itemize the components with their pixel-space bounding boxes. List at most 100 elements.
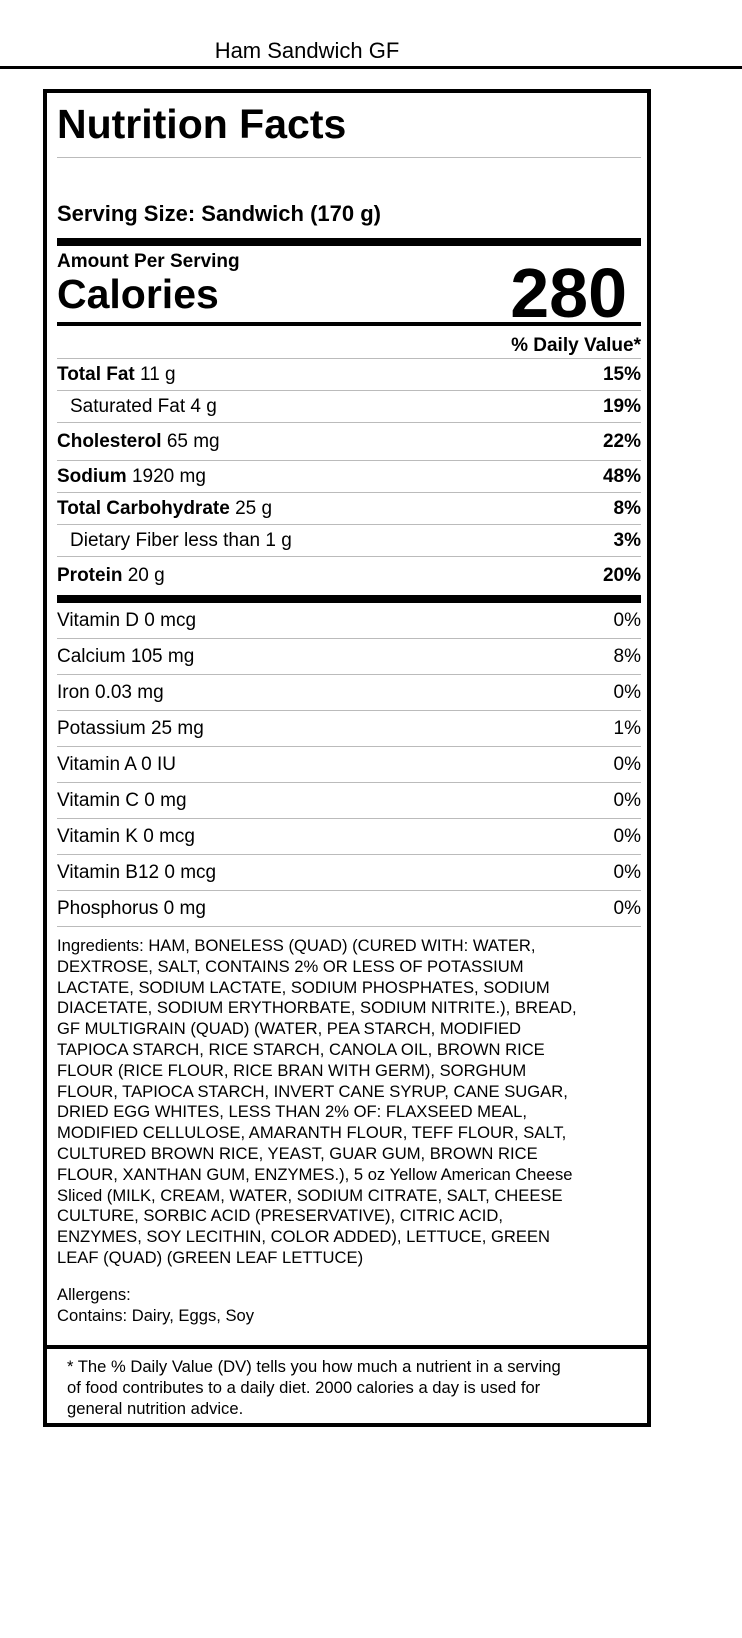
nutrient-dv: 19%	[602, 395, 641, 417]
ingredients-line: FLOUR (RICE FLOUR, RICE BRAN WITH GERM),…	[57, 1060, 527, 1080]
divider	[57, 358, 641, 359]
nutrient-dv: 8%	[613, 497, 641, 519]
vitamin-label: Vitamin B12 0 mcg	[57, 861, 217, 883]
calories-value: 280	[510, 254, 627, 332]
nutrient-name: Cholesterol	[57, 430, 162, 452]
nutrient-dv: 3%	[613, 529, 641, 551]
vitamin-row: Vitamin K 0 mcg 0%	[57, 819, 641, 855]
nutrient-amount: 1920 mg	[131, 465, 206, 487]
amount-per-serving: Amount Per Serving	[57, 251, 240, 272]
nutrient-name: Protein	[57, 564, 123, 586]
nutrient-amount: 11 g	[140, 363, 176, 385]
ingredients-line: ENZYMES, SOY LECITHIN, COLOR ADDED), LET…	[57, 1227, 550, 1247]
vitamin-row: Vitamin C 0 mg 0%	[57, 783, 641, 819]
nutrient-name: Total Fat	[57, 363, 135, 385]
ingredients-line: LACTATE, SODIUM LACTATE, SODIUM PHOSPHAT…	[57, 977, 550, 997]
ingredients-line: CULTURED BROWN RICE, YEAST, GUAR GUM, BR…	[57, 1143, 538, 1163]
nutrient-row: Protein 20 g 20%	[57, 557, 641, 594]
allergens-label: Allergens:	[57, 1285, 131, 1304]
vitamin-row: Vitamin A 0 IU 0%	[57, 747, 641, 783]
vitamin-dv: 0%	[613, 789, 641, 811]
nutrient-amount: 20 g	[127, 564, 165, 586]
nutrient-amount: 25 g	[235, 497, 273, 519]
vitamin-label: Phosphorus 0 mg	[57, 897, 206, 919]
vitamin-row: Calcium 105 mg 8%	[57, 639, 641, 675]
ingredients-line: TAPIOCA STARCH, RICE STARCH, CANOLA OIL,…	[57, 1039, 545, 1059]
ingredients-line: CULTURE, SORBIC ACID (PRESERVATIVE), CIT…	[57, 1206, 503, 1226]
title-divider	[0, 66, 742, 69]
vitamin-dv: 8%	[613, 645, 641, 667]
divider	[57, 157, 641, 158]
nutrient-name: Total Carbohydrate	[57, 497, 230, 519]
ingredients-line: GF MULTIGRAIN (QUAD) (WATER, PEA STARCH,…	[57, 1019, 522, 1039]
nutrient-dv: 22%	[602, 430, 641, 452]
vitamin-dv: 0%	[613, 897, 641, 919]
vitamin-row: Vitamin B12 0 mcg 0%	[57, 855, 641, 891]
vitamin-label: Vitamin A 0 IU	[57, 753, 176, 775]
vitamin-row: Iron 0.03 mg 0%	[57, 675, 641, 711]
vitamin-label: Calcium 105 mg	[57, 645, 195, 667]
ingredients-line: DRIED EGG WHITES, LESS THAN 2% OF: FLAXS…	[57, 1102, 527, 1122]
vitamin-dv: 0%	[613, 681, 641, 703]
thick-divider	[57, 595, 641, 603]
ingredients: Ingredients: HAM, BONELESS (QUAD) (CURED…	[57, 936, 641, 1269]
nutrient-name: Sodium	[57, 465, 127, 487]
nutrient-amount: less than 1 g	[184, 529, 292, 551]
vitamin-row: Potassium 25 mg 1%	[57, 711, 641, 747]
ingredients-line: DEXTROSE, SALT, CONTAINS 2% OR LESS OF P…	[57, 956, 524, 976]
nutrient-list: Total Fat 11 g 15% Saturated Fat 4 g 19% Cho…	[57, 359, 641, 594]
nutrient-row: Saturated Fat 4 g 19%	[57, 391, 641, 423]
nutrient-name: Dietary Fiber	[70, 529, 179, 551]
vitamin-dv: 0%	[613, 609, 641, 631]
daily-value-header: % Daily Value*	[511, 335, 641, 356]
nutrient-amount: 4 g	[190, 395, 217, 417]
nutrition-facts-label: Nutrition Facts Serving Size: Sandwich (…	[43, 89, 651, 1427]
nutrient-row: Cholesterol 65 mg 22%	[57, 423, 641, 461]
ingredients-line: Sliced (MILK, CREAM, WATER, SODIUM CITRA…	[57, 1185, 563, 1205]
thick-divider	[57, 238, 641, 246]
nutrient-label: Cholesterol 65 mg	[57, 431, 220, 453]
nutrient-label: Total Fat 11 g	[57, 364, 176, 386]
nutrient-label: Total Carbohydrate 25 g	[57, 498, 272, 520]
ingredients-line: Ingredients: HAM, BONELESS (QUAD) (CURED…	[57, 936, 536, 955]
footnote-line: general nutrition advice.	[67, 1399, 244, 1418]
vitamin-label: Vitamin K 0 mcg	[57, 825, 195, 847]
footnote: * The % Daily Value (DV) tells you how m…	[67, 1356, 561, 1419]
footnote-divider	[43, 1345, 651, 1349]
vitamin-row: Phosphorus 0 mg 0%	[57, 891, 641, 927]
vitamin-dv: 0%	[613, 825, 641, 847]
vitamin-label: Vitamin C 0 mg	[57, 789, 187, 811]
nutrient-name: Saturated Fat	[70, 395, 186, 417]
nutrient-row: Sodium 1920 mg 48%	[57, 461, 641, 493]
vitamin-label: Vitamin D 0 mcg	[57, 609, 197, 631]
vitamin-dv: 0%	[613, 861, 641, 883]
footnote-line: of food contributes to a daily diet. 200…	[67, 1378, 541, 1397]
product-title: Ham Sandwich GF	[214, 38, 400, 63]
nutrient-label: Sodium 1920 mg	[57, 466, 206, 488]
nutrient-label: Dietary Fiber less than 1 g	[57, 530, 292, 552]
nutrient-dv: 15%	[602, 363, 641, 385]
nutrient-label: Protein 20 g	[57, 565, 165, 587]
allergens: Contains: Dairy, Eggs, Soy	[57, 1306, 255, 1325]
nutrient-dv: 48%	[602, 465, 641, 487]
vitamin-row: Vitamin D 0 mcg 0%	[57, 603, 641, 639]
serving-size: Serving Size: Sandwich (170 g)	[57, 201, 381, 226]
vitamin-list: Vitamin D 0 mcg 0% Calcium 105 mg 8% Iron 0.…	[57, 603, 641, 927]
ingredients-line: MODIFIED CELLULOSE, AMARANTH FLOUR, TEFF…	[57, 1123, 567, 1143]
nutrient-label: Saturated Fat 4 g	[57, 396, 217, 418]
ingredients-line: FLOUR, TAPIOCA STARCH, INVERT CANE SYRUP…	[57, 1081, 568, 1101]
ingredients-line: FLOUR, XANTHAN GUM, ENZYMES.), 5 oz Yell…	[57, 1164, 573, 1184]
nutrient-row: Total Carbohydrate 25 g 8%	[57, 493, 641, 525]
label-heading: Nutrition Facts	[57, 101, 347, 147]
vitamin-label: Potassium 25 mg	[57, 717, 204, 739]
vitamin-label: Iron 0.03 mg	[57, 681, 164, 703]
footnote-line: * The % Daily Value (DV) tells you how m…	[67, 1357, 561, 1376]
nutrient-row: Dietary Fiber less than 1 g 3%	[57, 525, 641, 557]
ingredients-line: LEAF (QUAD) (GREEN LEAF LETTUCE)	[57, 1247, 364, 1267]
vitamin-dv: 1%	[613, 717, 641, 739]
ingredients-line: DIACETATE, SODIUM ERYTHORBATE, SODIUM NI…	[57, 998, 577, 1018]
nutrient-amount: 65 mg	[166, 430, 220, 452]
nutrient-row: Total Fat 11 g 15%	[57, 359, 641, 391]
vitamin-dv: 0%	[613, 753, 641, 775]
medium-divider	[57, 322, 641, 326]
